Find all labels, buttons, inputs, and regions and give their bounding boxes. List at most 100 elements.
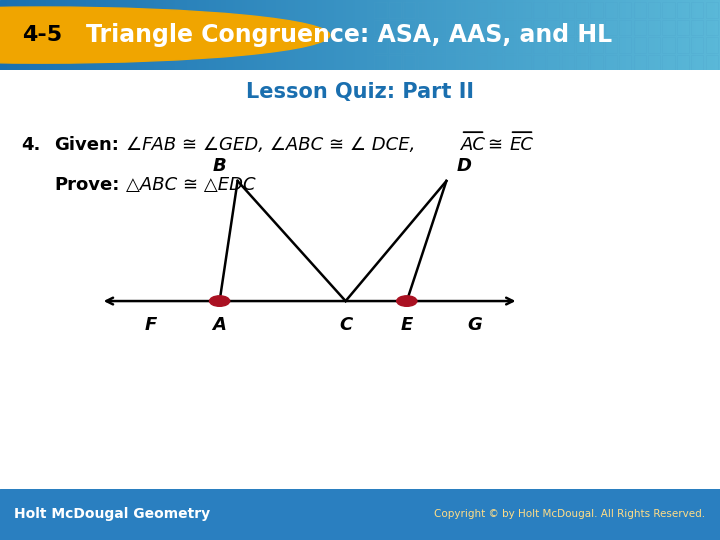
Bar	[706, 55, 718, 70]
Bar	[708, 0, 711, 70]
Bar	[336, 0, 338, 70]
Bar	[562, 0, 564, 70]
Bar	[396, 0, 398, 70]
Bar	[192, 0, 194, 70]
Bar	[418, 55, 430, 70]
Bar	[418, 0, 420, 70]
Bar	[283, 0, 286, 70]
Bar	[96, 0, 99, 70]
Bar	[521, 0, 523, 70]
Bar	[139, 0, 142, 70]
Bar	[446, 55, 459, 70]
Bar	[194, 0, 197, 70]
Bar	[41, 0, 43, 70]
Bar	[607, 0, 610, 70]
Bar	[610, 0, 612, 70]
Bar	[365, 0, 367, 70]
Bar	[682, 0, 684, 70]
Bar	[461, 0, 463, 70]
Bar	[605, 19, 617, 35]
Bar	[418, 19, 430, 35]
Bar	[216, 0, 218, 70]
Bar	[317, 0, 319, 70]
Bar	[223, 0, 225, 70]
Bar	[518, 19, 531, 35]
Bar	[254, 0, 257, 70]
Text: 4-5: 4-5	[22, 25, 62, 45]
Bar	[528, 0, 531, 70]
Bar	[470, 0, 473, 70]
Bar	[509, 0, 511, 70]
Bar	[545, 0, 547, 70]
Bar	[432, 0, 434, 70]
Bar	[581, 0, 583, 70]
Bar	[204, 0, 207, 70]
Bar	[518, 37, 531, 52]
Bar	[598, 0, 600, 70]
Bar	[662, 0, 665, 70]
Bar	[691, 0, 693, 70]
Bar	[166, 0, 168, 70]
Bar	[482, 0, 485, 70]
Bar	[415, 0, 418, 70]
Bar	[588, 0, 590, 70]
Bar	[562, 37, 574, 52]
Text: △ABC ≅ △EDC: △ABC ≅ △EDC	[126, 176, 256, 194]
Bar	[2, 0, 5, 70]
Bar	[646, 0, 648, 70]
Bar	[259, 0, 261, 70]
Bar	[513, 0, 516, 70]
Bar	[480, 0, 482, 70]
Bar	[432, 37, 444, 52]
Bar	[641, 0, 643, 70]
Text: Given:: Given:	[54, 136, 119, 154]
Bar	[99, 0, 101, 70]
Bar	[624, 0, 626, 70]
Bar	[225, 0, 228, 70]
Bar	[703, 0, 706, 70]
Bar	[639, 0, 641, 70]
Bar	[441, 0, 444, 70]
Bar	[662, 55, 675, 70]
Bar	[562, 2, 574, 17]
Bar	[418, 37, 430, 52]
Bar	[297, 0, 300, 70]
Bar	[578, 0, 581, 70]
Bar	[252, 0, 254, 70]
Bar	[24, 0, 27, 70]
Bar	[564, 0, 567, 70]
Bar	[693, 0, 696, 70]
Bar	[168, 0, 171, 70]
Bar	[27, 0, 29, 70]
Bar	[355, 0, 358, 70]
Bar	[271, 0, 274, 70]
Bar	[9, 0, 12, 70]
Bar	[199, 0, 202, 70]
Bar	[461, 37, 473, 52]
Bar	[338, 0, 341, 70]
Bar	[497, 0, 499, 70]
Bar	[233, 0, 235, 70]
Bar	[490, 0, 492, 70]
Bar	[374, 19, 387, 35]
Bar	[634, 2, 646, 17]
Bar	[504, 0, 506, 70]
Bar	[557, 0, 559, 70]
Bar	[475, 0, 477, 70]
Bar	[243, 0, 245, 70]
Bar	[302, 0, 305, 70]
Bar	[461, 19, 473, 35]
Bar	[475, 55, 487, 70]
Bar	[182, 0, 185, 70]
Bar	[590, 2, 603, 17]
Bar	[619, 37, 631, 52]
Bar	[389, 37, 401, 52]
Bar	[362, 0, 365, 70]
Bar	[79, 0, 81, 70]
Bar	[319, 0, 322, 70]
Bar	[619, 19, 631, 35]
Bar	[437, 0, 439, 70]
Bar	[60, 0, 63, 70]
Text: 4.: 4.	[22, 136, 41, 154]
Bar	[389, 19, 401, 35]
